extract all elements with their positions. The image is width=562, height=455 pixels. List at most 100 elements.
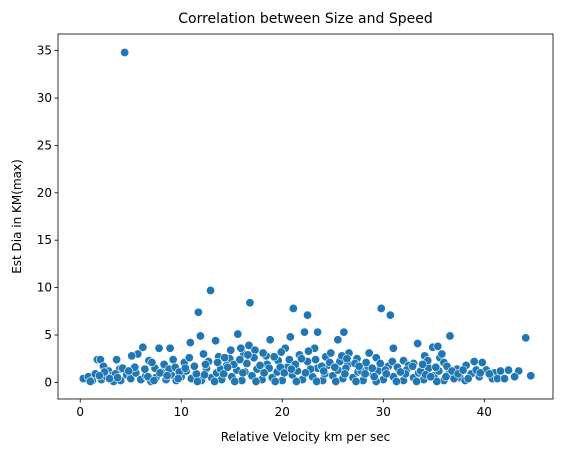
x-tick-label: 40 — [477, 405, 492, 419]
scatter-point — [361, 357, 371, 367]
x-tick-label: 0 — [76, 405, 84, 419]
scatter-point — [484, 369, 494, 379]
scatter-point — [238, 368, 248, 378]
scatter-point — [391, 376, 401, 386]
scatter-point — [431, 362, 441, 372]
scatter-point — [313, 327, 323, 337]
scatter-point — [285, 332, 295, 342]
scatter-point — [213, 357, 223, 367]
scatter-point — [255, 360, 265, 370]
scatter-point — [265, 335, 275, 345]
y-tick-label: 25 — [37, 138, 52, 152]
scatter-point — [326, 348, 336, 358]
scatter-point — [304, 346, 314, 356]
scatter-point — [269, 352, 279, 362]
scatter-point — [375, 358, 385, 368]
scatter-point — [299, 327, 309, 337]
scatter-point — [198, 349, 208, 359]
scatter-point — [385, 310, 395, 320]
scatter-point — [195, 331, 205, 341]
scatter-point — [475, 368, 485, 378]
scatter-point — [369, 372, 379, 382]
scatter-point — [445, 331, 455, 341]
scatter-point — [367, 363, 377, 373]
scatter-point — [233, 329, 243, 339]
scatter-point — [413, 339, 423, 349]
scatter-point — [458, 365, 468, 375]
scatter-point — [441, 372, 451, 382]
scatter-point — [244, 340, 254, 350]
scatter-point — [354, 361, 364, 371]
scatter-point — [500, 374, 510, 384]
scatter-point — [243, 350, 253, 360]
scatter-point — [162, 371, 172, 381]
y-tick-label: 10 — [37, 281, 52, 295]
scatter-point — [173, 374, 183, 384]
y-tick-label: 0 — [44, 375, 52, 389]
scatter-point — [206, 285, 216, 295]
scatter-point — [331, 376, 341, 386]
scatter-point — [288, 303, 298, 313]
scatter-point — [279, 368, 289, 378]
scatter-point — [376, 303, 386, 313]
scatter-point — [351, 376, 361, 386]
scatter-point — [147, 357, 157, 367]
plot-frame — [57, 33, 554, 400]
scatter-point — [432, 376, 442, 386]
scatter-point — [193, 307, 203, 317]
scatter-point — [180, 363, 190, 373]
scatter-point — [200, 359, 210, 369]
scatter-point — [276, 347, 286, 357]
scatter-point — [251, 376, 261, 386]
scatter-point — [291, 376, 301, 386]
scatter-point — [250, 345, 260, 355]
scatter-point — [259, 368, 269, 378]
chart-title: Correlation between Size and Speed — [178, 11, 433, 27]
tick-layer: 0 10 20 30 40 0 5 10 15 20 25 30 35 — [37, 44, 492, 419]
scatter-point — [124, 366, 134, 376]
scatter-point — [437, 349, 447, 359]
scatter-point — [300, 368, 310, 378]
scatter-point — [138, 342, 148, 352]
scatter-point — [284, 355, 294, 365]
x-tick-label: 30 — [376, 405, 391, 419]
scatter-point — [219, 369, 229, 379]
scatter-point — [226, 345, 236, 355]
scatter-point — [312, 376, 322, 386]
scatter-point — [319, 366, 329, 376]
scatter-point — [477, 357, 487, 367]
y-tick-label: 30 — [37, 91, 52, 105]
scatter-point — [381, 369, 391, 379]
y-tick-label: 5 — [44, 328, 52, 342]
scatter-point — [495, 366, 505, 376]
scatter-point — [94, 371, 104, 381]
scatter-point — [340, 369, 350, 379]
scatter-point — [113, 373, 123, 383]
scatter-point — [120, 47, 130, 57]
scatter-point — [364, 348, 374, 358]
scatter-point — [235, 355, 245, 365]
scatter-point — [387, 357, 397, 367]
scatter-point — [199, 370, 209, 380]
scatter-point — [236, 343, 246, 353]
scatter-point — [469, 357, 479, 367]
y-tick-label: 15 — [37, 233, 52, 247]
scatter-point — [189, 361, 199, 371]
scatter-point — [192, 376, 202, 386]
scatter-point — [395, 367, 405, 377]
scatter-point — [286, 364, 296, 374]
scatter-point — [258, 348, 268, 358]
x-tick-label: 20 — [275, 405, 290, 419]
y-axis-label: Est Dia in KM(max) — [10, 159, 24, 274]
scatter-point — [154, 343, 164, 353]
scatter-point — [184, 353, 194, 363]
scatter-point — [333, 335, 343, 345]
scatter-point — [230, 376, 240, 386]
scatter-point — [270, 376, 280, 386]
scatter-point — [185, 338, 195, 348]
scatter-point — [388, 343, 398, 353]
x-tick-label: 10 — [174, 405, 189, 419]
scatter-point — [412, 376, 422, 386]
scatter-point — [112, 355, 122, 365]
